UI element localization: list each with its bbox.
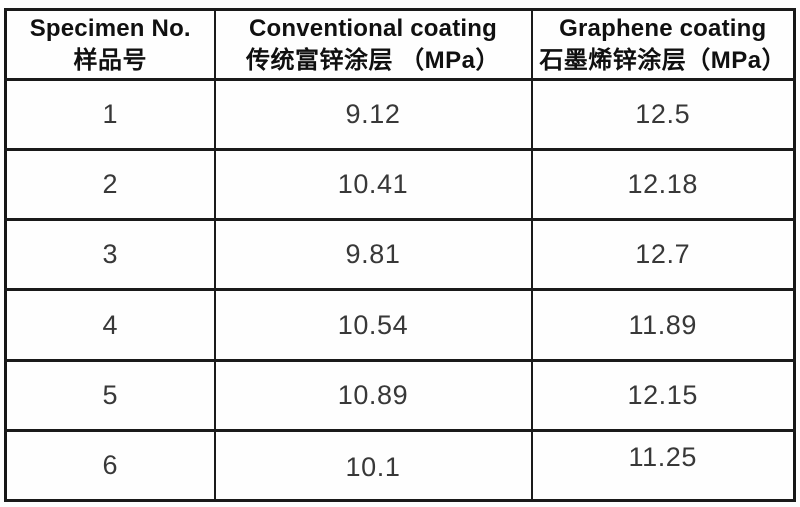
conventional-mpa: 9.12 bbox=[345, 99, 401, 130]
col-header-specimen-zh: 样品号 bbox=[73, 46, 147, 74]
cell-conventional-value: 10.54 bbox=[213, 288, 533, 362]
cell-conventional-value: 10.1 bbox=[213, 428, 533, 503]
table-row: 3 9.81 12.7 bbox=[4, 218, 796, 292]
specimen-no: 6 bbox=[102, 449, 119, 480]
col-header-conventional-en: Conventional coating bbox=[248, 14, 497, 42]
graphene-mpa: 12.18 bbox=[627, 169, 699, 200]
table-row: 6 10.1 11.25 bbox=[4, 428, 796, 503]
cell-graphene-value: 12.7 bbox=[530, 218, 796, 292]
graphene-mpa: 12.5 bbox=[635, 99, 691, 130]
col-header-conventional: Conventional coating 传统富锌涂层 （MPa） bbox=[213, 8, 533, 81]
table-row: 2 10.41 12.18 bbox=[4, 148, 796, 222]
cell-graphene-value: 11.89 bbox=[530, 288, 796, 362]
cell-specimen: 6 bbox=[4, 428, 216, 503]
cell-specimen: 5 bbox=[4, 358, 216, 432]
graphene-mpa: 11.25 bbox=[628, 441, 698, 472]
cell-graphene-value: 12.15 bbox=[530, 358, 796, 432]
cell-conventional-value: 10.89 bbox=[213, 358, 533, 432]
conventional-mpa: 10.41 bbox=[337, 169, 409, 200]
table-row: 5 10.89 12.15 bbox=[4, 358, 796, 432]
cell-specimen: 1 bbox=[4, 77, 216, 152]
col-header-graphene: Graphene coating 石墨烯锌涂层（MPa） bbox=[530, 8, 796, 81]
specimen-no: 4 bbox=[102, 309, 119, 340]
cell-graphene-value: 12.18 bbox=[530, 148, 796, 222]
conventional-mpa: 10.54 bbox=[337, 309, 409, 340]
specimen-no: 1 bbox=[102, 99, 119, 130]
conventional-mpa: 9.81 bbox=[345, 239, 401, 270]
graphene-mpa: 12.7 bbox=[635, 239, 691, 270]
cell-specimen: 4 bbox=[4, 288, 216, 362]
col-header-graphene-en: Graphene coating bbox=[559, 14, 767, 42]
graphene-mpa: 11.89 bbox=[628, 309, 698, 340]
table-row: 1 9.12 12.5 bbox=[4, 77, 796, 152]
cell-graphene-value: 11.25 bbox=[530, 428, 796, 503]
specimen-no: 5 bbox=[102, 379, 119, 410]
conventional-mpa: 10.89 bbox=[337, 379, 409, 410]
cell-conventional-value: 10.41 bbox=[213, 148, 533, 222]
col-header-specimen-en: Specimen No. bbox=[29, 14, 191, 42]
specimen-no: 2 bbox=[102, 169, 119, 200]
col-header-graphene-zh: 石墨烯锌涂层（MPa） bbox=[539, 46, 787, 74]
cell-conventional-value: 9.12 bbox=[213, 77, 533, 152]
adhesion-comparison-table: Specimen No. 样品号 Conventional coating 传统… bbox=[4, 8, 796, 503]
cell-specimen: 3 bbox=[4, 218, 216, 292]
specimen-no: 3 bbox=[102, 239, 119, 270]
col-header-specimen: Specimen No. 样品号 bbox=[4, 8, 216, 81]
header-row: Specimen No. 样品号 Conventional coating 传统… bbox=[4, 8, 796, 81]
table-row: 4 10.54 11.89 bbox=[4, 288, 796, 362]
cell-graphene-value: 12.5 bbox=[530, 77, 796, 152]
cell-specimen: 2 bbox=[4, 148, 216, 222]
cell-conventional-value: 9.81 bbox=[213, 218, 533, 292]
col-header-conventional-zh: 传统富锌涂层 （MPa） bbox=[245, 46, 500, 74]
graphene-mpa: 12.15 bbox=[627, 379, 699, 410]
conventional-mpa: 10.1 bbox=[345, 451, 401, 482]
